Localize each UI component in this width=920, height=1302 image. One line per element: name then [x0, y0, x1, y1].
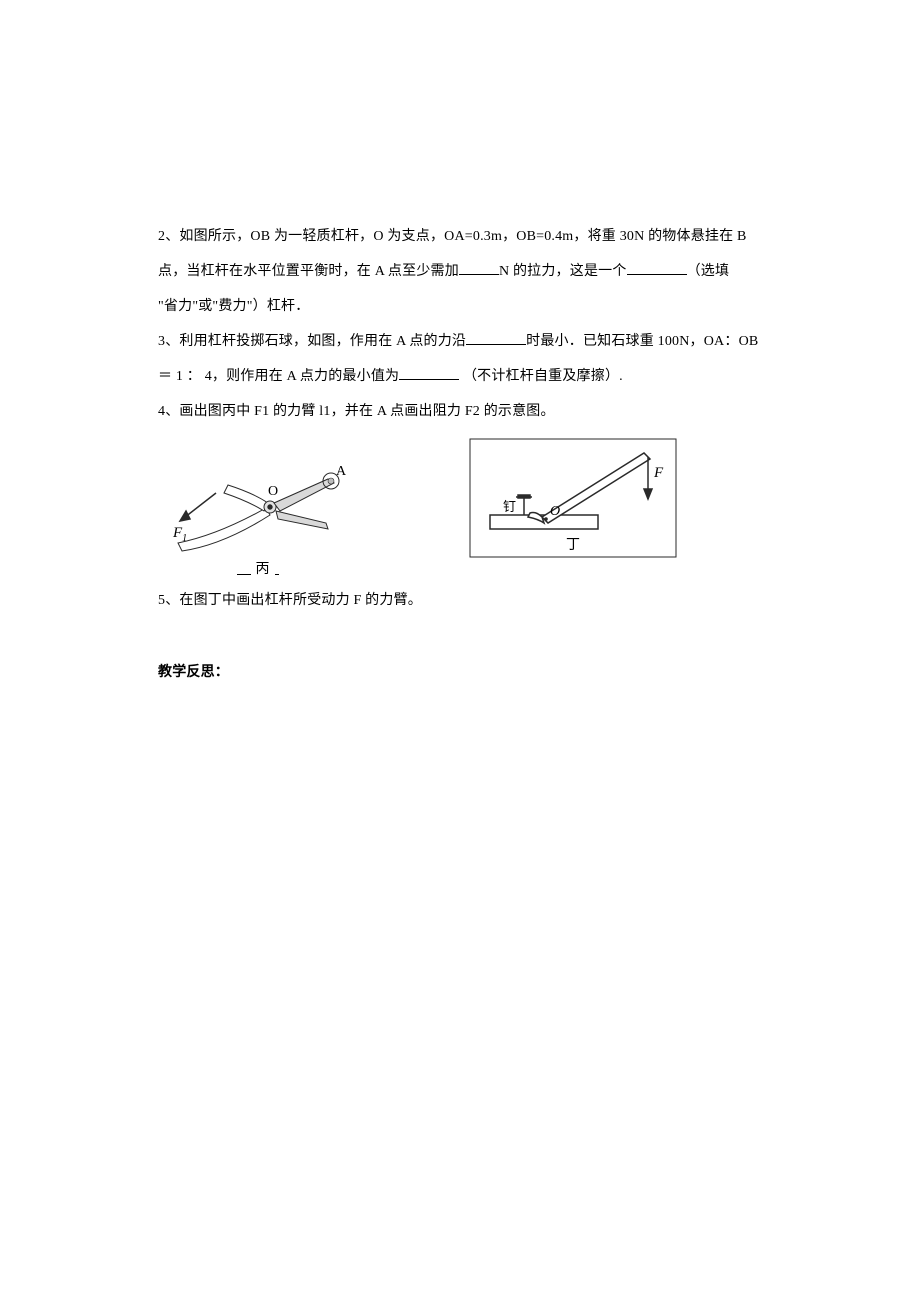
label-F-ding: F [653, 465, 664, 481]
question-2-line2: 点，当杠杆在水平位置平衡时，在 A 点至少需加 N 的拉力，这是一个 （选填 [158, 254, 762, 289]
figure-bing-caption: 丙 [237, 563, 279, 577]
label-A: A [336, 464, 347, 479]
spacer [158, 618, 762, 654]
question-3-line2: ＝ 1 ： 4，则作用在 A 点力的最小值为 （不计杠杆自重及摩擦）. [158, 359, 762, 394]
label-O-ding: O [550, 504, 560, 519]
figures-row: F1 O A 丙 [158, 437, 762, 577]
q3-line1-b: 时最小．已知石球重 100N，OA：OB [526, 334, 758, 349]
question-5: 5、在图丁中画出杠杆所受动力 F 的力臂。 [158, 583, 762, 618]
label-F1: F1 [172, 525, 187, 544]
label-T-ding: 丁 [566, 538, 580, 553]
figure-bing-wrap: F1 O A 丙 [158, 445, 358, 577]
q2-line2-a: 点，当杠杆在水平位置平衡时，在 A 点至少需加 [158, 264, 459, 279]
blank-q2-1 [459, 260, 499, 275]
teaching-reflection-heading: 教学反思： [158, 654, 762, 689]
question-3-line1: 3、利用杠杆投掷石球，如图，作用在 A 点的力沿 时最小．已知石球重 100N，O… [158, 324, 762, 359]
q2-line2-b: N 的拉力，这是一个 [499, 264, 627, 279]
q3-line2-b: （不计杠杆自重及摩擦）. [463, 369, 623, 384]
figure-ding: 钉 O F 丁 [468, 437, 678, 577]
question-2-line3: "省力"或"费力"）杠杆． [158, 289, 762, 324]
blank-q3-1 [466, 330, 526, 345]
q3-line2-a: ＝ 1 ： 4，则作用在 A 点力的最小值为 [158, 369, 399, 384]
label-O-bing: O [268, 484, 278, 499]
question-4: 4、画出图丙中 F1 的力臂 l1，并在 A 点画出阻力 F2 的示意图。 [158, 394, 762, 429]
question-2-line1: 2、如图所示，OB 为一轻质杠杆，O 为支点，OA=0.3m，OB=0.4m，将… [158, 219, 762, 254]
q3-line1-a: 3、利用杠杆投掷石球，如图，作用在 A 点的力沿 [158, 334, 466, 349]
label-ding-nail: 钉 [503, 499, 516, 514]
blank-q2-2 [627, 260, 687, 275]
blank-q3-2 [399, 365, 459, 380]
q2-line2-c: （选填 [687, 264, 730, 279]
figure-bing: F1 O A [158, 445, 358, 565]
